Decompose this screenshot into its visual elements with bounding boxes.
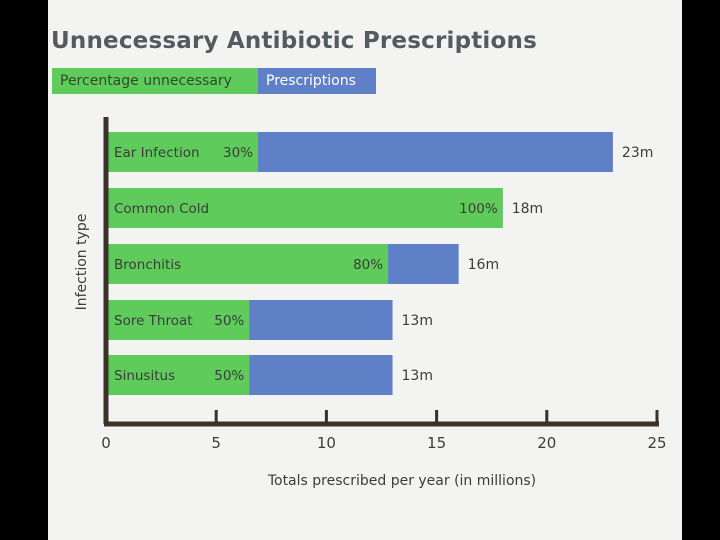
- percentage-label: 50%: [214, 368, 244, 384]
- category-label: Sinusitus: [114, 368, 175, 384]
- x-tick-label: 20: [537, 434, 556, 452]
- category-label: Common Cold: [114, 201, 209, 217]
- category-label: Ear Infection: [114, 145, 200, 161]
- bar-percentage-unnecessary: [106, 188, 503, 228]
- bar-percentage-unnecessary: [106, 244, 389, 284]
- x-tick-label: 15: [427, 434, 446, 452]
- bar-percentage-unnecessary: [106, 355, 250, 395]
- category-label: Sore Throat: [114, 313, 193, 329]
- x-tick-label: 5: [211, 434, 221, 452]
- x-tick-label: 10: [317, 434, 336, 452]
- legend-percentage-unnecessary: Percentage unnecessary: [52, 68, 258, 94]
- percentage-label: 80%: [353, 257, 383, 273]
- bar-percentage-unnecessary: [106, 132, 259, 172]
- category-label: Bronchitis: [114, 257, 181, 273]
- total-label: 16m: [468, 257, 499, 273]
- chart-title: Unnecessary Antibiotic Prescriptions: [51, 28, 537, 54]
- x-tick-label: 0: [101, 434, 111, 452]
- bar-percentage-unnecessary: [106, 300, 250, 340]
- y-axis-label: Infection type: [74, 214, 90, 311]
- total-label: 13m: [402, 368, 433, 384]
- percentage-label: 50%: [214, 313, 244, 329]
- total-label: 23m: [622, 145, 653, 161]
- x-axis-label: Totals prescribed per year (in millions): [267, 473, 536, 489]
- percentage-label: 30%: [223, 145, 253, 161]
- total-label: 18m: [512, 201, 543, 217]
- x-tick-label: 25: [647, 434, 666, 452]
- legend-prescriptions: Prescriptions: [258, 68, 376, 94]
- percentage-label: 100%: [459, 201, 498, 217]
- total-label: 13m: [402, 313, 433, 329]
